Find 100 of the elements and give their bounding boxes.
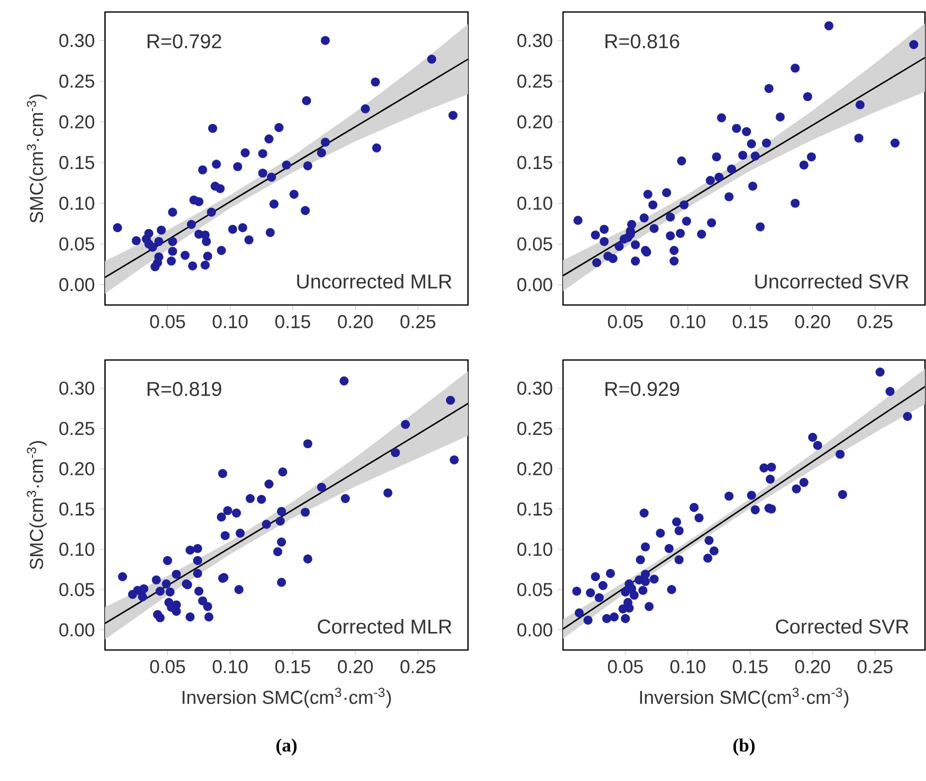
point: [274, 123, 284, 132]
y-tick-label: 0.15: [517, 156, 552, 170]
point: [636, 555, 645, 564]
y-axis-title: SMC(cm$^{3}$·cm$^{-3}$): [26, 94, 47, 223]
point: [890, 138, 900, 148]
point: [276, 516, 285, 526]
point: [602, 614, 612, 624]
point: [300, 206, 310, 216]
point: [590, 230, 600, 240]
point: [650, 574, 659, 584]
y-tick-label: 0.00: [517, 623, 552, 636]
point: [732, 124, 742, 133]
point: [172, 570, 181, 579]
x-tick-label: 0.20: [795, 315, 830, 328]
x-axis-title: Inversion SMC(cm$^{3}$·cm$^{-3}$): [640, 688, 848, 708]
point: [676, 228, 685, 238]
point: [666, 212, 675, 222]
point: [256, 494, 266, 504]
x-tick-label: 0.15: [275, 660, 310, 674]
point: [742, 127, 752, 136]
point: [372, 143, 382, 152]
y-tick-label: 0.20: [517, 115, 552, 128]
x-tick-label: 0.10: [212, 315, 248, 328]
point: [756, 222, 765, 232]
point: [220, 531, 230, 540]
point: [370, 77, 380, 87]
point: [276, 538, 286, 547]
point: [620, 614, 630, 624]
y-tick-label: 0.20: [59, 115, 94, 128]
x-tick-label: 0.20: [338, 660, 373, 674]
point: [598, 581, 608, 590]
y-tick-label: 0.10: [59, 542, 94, 556]
point: [704, 536, 714, 545]
point: [198, 165, 208, 174]
point: [340, 494, 350, 504]
point: [139, 584, 148, 594]
point: [762, 138, 772, 148]
y-tick-label: 0.05: [517, 582, 552, 596]
y-tick-label: 0.10: [517, 542, 552, 556]
point: [148, 242, 158, 252]
point: [264, 480, 274, 489]
point: [666, 231, 675, 240]
text: (b): [733, 738, 755, 756]
point: [724, 492, 734, 501]
point: [813, 440, 822, 450]
point: [244, 235, 254, 244]
y-tick-label: 0.00: [59, 278, 94, 292]
x-tick-label: 0.10: [670, 660, 706, 674]
point: [118, 572, 128, 582]
point: [154, 236, 164, 246]
point: [656, 528, 665, 538]
point: [166, 587, 175, 597]
point: [262, 520, 272, 529]
point: [724, 192, 734, 202]
point: [266, 228, 275, 238]
point: [233, 162, 242, 172]
point: [640, 542, 650, 552]
point: [836, 450, 845, 459]
point: [166, 256, 176, 266]
point: [630, 590, 639, 600]
point: [677, 156, 686, 166]
point: [630, 240, 640, 250]
point: [302, 96, 312, 106]
point: [168, 236, 178, 246]
point: [264, 134, 274, 144]
point: [697, 230, 706, 239]
y-tick-label: 0.25: [59, 422, 94, 436]
y-tick-label: 0.15: [517, 502, 552, 516]
y-tick-label: 0.10: [517, 196, 552, 210]
point: [236, 528, 245, 538]
point: [282, 160, 292, 170]
y-tick-label: 0.00: [59, 623, 94, 636]
point: [766, 474, 775, 484]
point: [648, 200, 658, 210]
y-tick-label: 0.30: [517, 382, 552, 395]
point: [194, 197, 204, 206]
point: [202, 236, 211, 246]
point: [186, 612, 195, 622]
y-tick-label: 0.10: [59, 196, 94, 210]
point: [200, 260, 210, 270]
y-tick-label: 0.30: [517, 34, 552, 48]
point: [276, 578, 286, 587]
point: [650, 224, 659, 234]
point: [180, 250, 190, 260]
x-tick-label: 0.05: [150, 660, 185, 674]
y-tick-label: 0.15: [59, 156, 94, 170]
point: [792, 484, 801, 494]
point: [152, 575, 161, 584]
point: [246, 494, 255, 504]
point: [750, 152, 760, 161]
point: [766, 462, 776, 472]
point: [390, 448, 400, 458]
x-tick-label: 0.05: [608, 660, 643, 674]
point: [808, 432, 818, 442]
annotation: Corrected MLR: [318, 618, 452, 634]
point: [672, 517, 682, 526]
point: [162, 579, 171, 588]
point: [644, 602, 654, 612]
x-tick-label: 0.15: [732, 660, 768, 674]
point: [608, 254, 618, 264]
